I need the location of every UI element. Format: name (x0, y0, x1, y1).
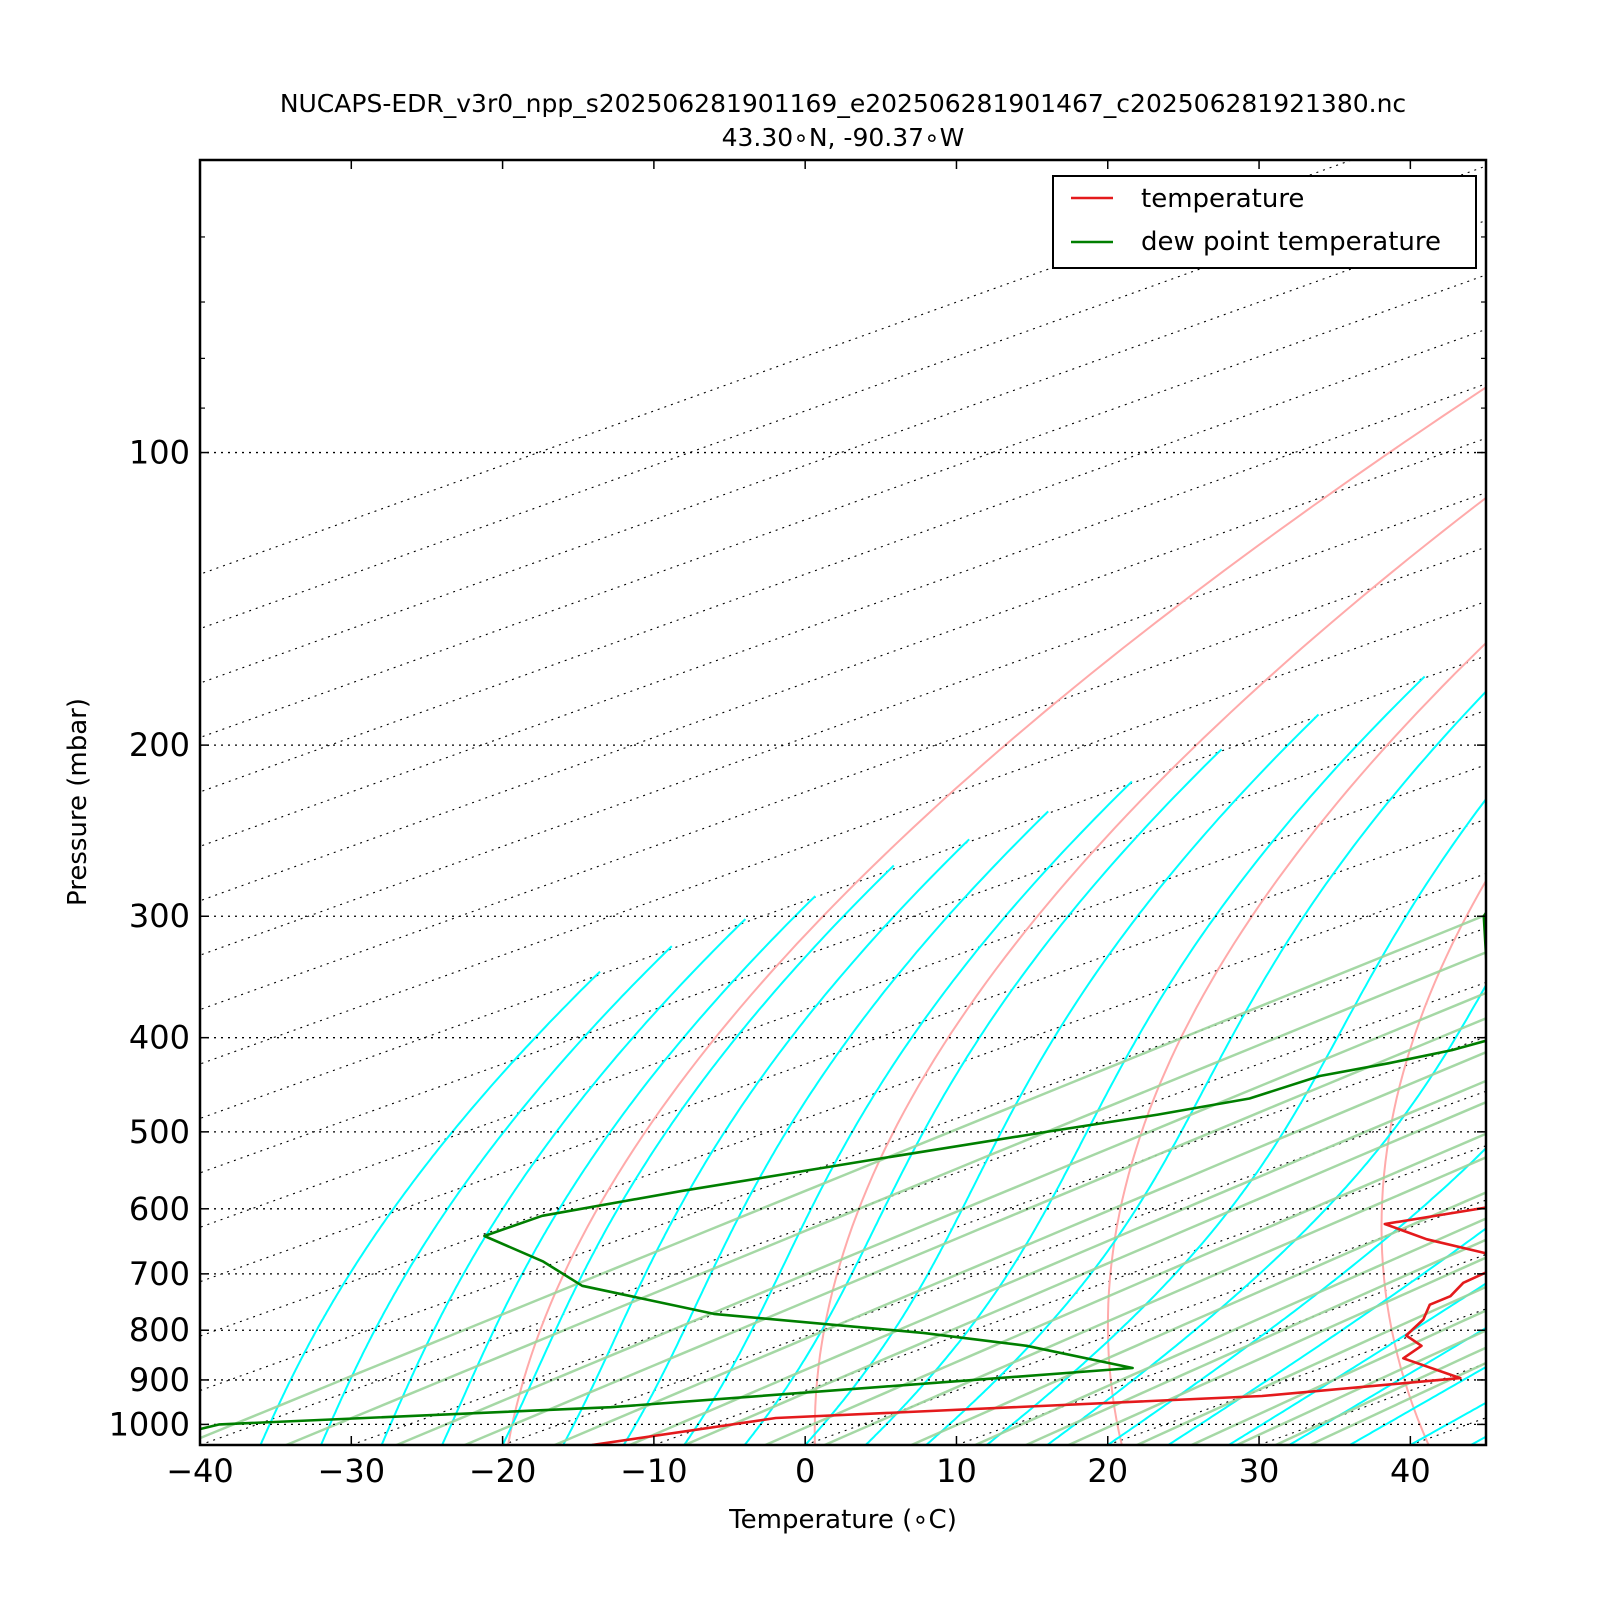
chart-subtitle: 43.30∘N, -90.37∘W (722, 123, 965, 152)
pressure-grid (200, 451, 1486, 1426)
y-tick-label: 900 (129, 1361, 190, 1399)
x-tick-label: −40 (166, 1452, 234, 1490)
x-tick-label: 40 (1390, 1452, 1431, 1490)
moist-adiabat-line (743, 748, 1223, 1445)
x-tick-label: 20 (1087, 1452, 1128, 1490)
mixing-ratio-line (910, 1191, 1486, 1445)
isotherm-line (200, 492, 1486, 956)
mixing-ratio-line (824, 1155, 1486, 1445)
y-tick-label: 200 (129, 726, 190, 764)
moist-adiabat-line (925, 690, 1486, 1445)
x-tick-label: −30 (318, 1452, 386, 1490)
isotherm-line (200, 546, 1486, 1011)
x-tick-label: 0 (795, 1452, 815, 1490)
isotherm-line (200, 764, 1486, 1228)
x-tick-label: −10 (620, 1452, 688, 1490)
y-tick-label: 300 (129, 897, 190, 935)
series-line-dewpoint (200, 910, 1486, 1431)
moist-adiabat-line (622, 810, 1049, 1445)
moist-adiabat-line (1228, 1282, 1486, 1445)
isotherm-line (200, 655, 1486, 1120)
y-tick-label: 600 (129, 1190, 190, 1228)
mixing-ratio-line (1236, 1329, 1486, 1445)
mixing-ratio-line (1136, 1285, 1486, 1445)
mixing-ratio-line (764, 1132, 1486, 1445)
x-tick-label: −20 (469, 1452, 537, 1490)
moist-adiabat-line (1288, 1326, 1486, 1445)
dry-adiabat-line (1106, 641, 1486, 1445)
data-series (200, 910, 1486, 1445)
moist-adiabat-line (562, 838, 970, 1445)
isotherm-line (200, 437, 1486, 902)
mixing-ratio-line (200, 913, 1486, 1440)
x-tick-label: 10 (936, 1452, 977, 1490)
axis-ticks: −40 −30 −20 −10 0 10 20 30 40 100 200 300 400 500 600 7… (109, 159, 1486, 1490)
y-tick-label: 1000 (109, 1405, 190, 1443)
mixing-ratio-line (285, 950, 1486, 1445)
mixing-ratio-line (1275, 1346, 1486, 1445)
moist-adiabat-line (986, 797, 1486, 1445)
isotherm-line (200, 709, 1486, 1174)
legend-box (1052, 175, 1477, 269)
mixing-ratio-line (554, 1050, 1486, 1445)
y-axis-label: Pressure (mbar) (63, 698, 93, 906)
mixing-ratio-line (684, 1100, 1486, 1445)
moist-adiabat-line (1107, 1146, 1486, 1445)
moist-adiabat-line (380, 918, 747, 1445)
dry-adiabat-line (1380, 878, 1486, 1445)
chart-title: NUCAPS-EDR_v3r0_npp_s202506281901169_e20… (280, 89, 1406, 118)
y-tick-label: 800 (129, 1311, 190, 1349)
plot-frame (198, 158, 1488, 1447)
dry-adiabat-line (507, 386, 1486, 1445)
mixing-ratio-line (1025, 1238, 1486, 1445)
legend-label-temperature: temperature (1141, 184, 1304, 214)
series-line-temperature (591, 1206, 1486, 1445)
x-tick-label: 30 (1239, 1452, 1280, 1490)
moist-adiabat-line (441, 895, 816, 1445)
moist-adiabat-line (804, 713, 1320, 1445)
mixing-ratio-line (974, 1217, 1486, 1445)
moist-adiabat-line (320, 945, 673, 1445)
moist-adiabat-line (864, 675, 1426, 1445)
mixing-ratio-line (1068, 1256, 1486, 1445)
moist-adiabat-line (259, 970, 601, 1445)
background-lines (200, 160, 1486, 1445)
y-tick-label: 700 (129, 1255, 190, 1293)
legend: temperature dew point temperature (1052, 175, 1477, 269)
mixing-ratio-line (396, 991, 1486, 1445)
y-tick-label: 100 (129, 434, 190, 472)
isotherm-line (200, 600, 1486, 1065)
mixing-ratio-line (1191, 1309, 1486, 1445)
y-tick-label: 500 (129, 1113, 190, 1151)
moist-adiabat-line (1349, 1365, 1486, 1445)
y-tick-label: 400 (129, 1019, 190, 1057)
dry-adiabat-line (813, 496, 1486, 1445)
isotherm-line (200, 383, 1486, 847)
x-axis-label: Temperature (∘C) (728, 1505, 957, 1535)
moist-adiabat-line (1167, 1227, 1486, 1445)
mixing-ratio-line (629, 1079, 1486, 1445)
legend-label-dewpoint: dew point temperature (1141, 227, 1441, 257)
mixing-ratio-line (464, 1016, 1486, 1445)
